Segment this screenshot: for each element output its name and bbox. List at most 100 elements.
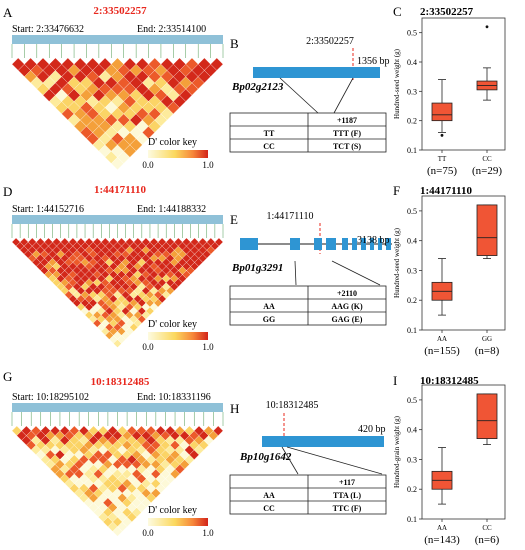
ld-snp-label: 2:33502257 xyxy=(93,5,147,17)
table-cell: AA xyxy=(263,302,275,311)
box-body xyxy=(476,204,498,256)
gene-exon xyxy=(352,238,357,250)
boxplot-i: I 10:18312485 Hundred-grain weight (g) 0.1 0… xyxy=(393,373,506,546)
table-cell: CC xyxy=(263,142,275,151)
color-key-max: 1.0 xyxy=(202,160,214,170)
panel-letter-a: A xyxy=(3,5,13,20)
ld-start-label: Start: 1:44152716 xyxy=(12,204,84,215)
table-cell: AAG (K) xyxy=(331,302,363,311)
ld-snp-label: 10:18312485 xyxy=(91,376,150,388)
gene-exons xyxy=(240,238,392,250)
ld-heatmap xyxy=(11,412,224,537)
ld-cell xyxy=(214,237,224,247)
group-count: (n=143) xyxy=(424,534,460,546)
gene-callout-left xyxy=(281,446,299,475)
table-cell: GAG (E) xyxy=(332,315,363,324)
gene-callout-right xyxy=(331,260,381,286)
ld-heatmap xyxy=(11,44,224,170)
boxplot-f: F 1:44171110 Hundred-seed weight (g) 0.1 0.2… xyxy=(393,183,506,357)
ld-snp-label: 1:44171110 xyxy=(94,184,146,196)
ld-cell xyxy=(210,57,224,71)
x-tick-label: GG xyxy=(482,335,492,343)
color-key-title: D' color key xyxy=(148,137,197,148)
y-axis-label: Hundred-seed weight (g) xyxy=(393,48,401,119)
gene-snp-label: 10:18312485 xyxy=(266,400,319,411)
ld-panel-a: A 2:33502257 Start: 2:33476632 End: 2:33… xyxy=(3,5,224,170)
table-cell: CC xyxy=(263,504,275,513)
y-tick-label: 0.1 xyxy=(407,146,417,155)
gene-panel-h: H 10:18312485 420 bp Bp10g1642 +117 AA TTA… xyxy=(229,400,387,515)
gene-exon xyxy=(290,238,300,250)
box-body xyxy=(431,102,453,122)
table-cell: GG xyxy=(263,315,275,324)
y-tick-label: 0.4 xyxy=(407,237,417,246)
y-tick-label: 0.2 xyxy=(407,296,417,305)
gene-callout-left xyxy=(294,260,297,286)
ld-marker-bar xyxy=(12,35,223,44)
gene-length: 3138 bp xyxy=(357,235,390,246)
table-cell: +2110 xyxy=(337,289,357,298)
y-tick-label: 0.5 xyxy=(407,396,417,405)
y-tick-label: 0.5 xyxy=(407,29,417,38)
ld-panel-g: G 10:18312485 Start: 10:18295102 End: 10… xyxy=(3,369,224,538)
gene-exon xyxy=(361,238,366,250)
x-tick-label: TT xyxy=(438,155,447,163)
codon-table: +2110 AA AAG (K) GG GAG (E) xyxy=(229,285,387,326)
gene-exon xyxy=(370,238,374,250)
color-key-max: 1.0 xyxy=(202,342,214,352)
gene-name: Bp10g1642 xyxy=(239,451,292,463)
boxplot-title: 10:18312485 xyxy=(420,375,479,387)
color-key-title: D' color key xyxy=(148,319,197,330)
table-cell: +1187 xyxy=(337,116,357,125)
y-tick-label: 0.1 xyxy=(407,515,417,524)
codon-table: +117 AA TTA (L) CC TTC (F) xyxy=(229,474,387,515)
y-axis-label: Hundred-grain weight (g) xyxy=(393,415,401,488)
ld-start-label: Start: 10:18295102 xyxy=(12,392,89,403)
panel-letter-g: G xyxy=(3,369,12,384)
plot-frame xyxy=(421,384,506,520)
row-3: G 10:18312485 Start: 10:18295102 End: 10… xyxy=(3,369,506,546)
table-cell: TCT (S) xyxy=(333,142,361,151)
panel-letter-h: H xyxy=(230,401,239,416)
gene-exon xyxy=(378,238,382,250)
panel-letter: C xyxy=(393,4,402,19)
group-count: (n=8) xyxy=(475,345,500,357)
outlier-point xyxy=(485,25,489,29)
ld-heatmap xyxy=(11,224,224,348)
color-key-min: 0.0 xyxy=(142,160,154,170)
boxplot-title: 1:44171110 xyxy=(420,185,472,197)
x-tick-label: AA xyxy=(437,524,447,532)
table-cell: AA xyxy=(263,491,275,500)
gene-callout-right xyxy=(286,446,383,475)
color-key-bar xyxy=(148,150,208,158)
gene-body xyxy=(253,67,380,78)
ld-panel-d: D 1:44171110 Start: 1:44152716 End: 1:44… xyxy=(3,184,224,352)
ld-start-label: Start: 2:33476632 xyxy=(12,24,84,35)
panel-letter: I xyxy=(393,373,397,388)
outlier-point xyxy=(440,133,444,137)
y-tick-label: 0.3 xyxy=(407,266,417,275)
y-tick-label: 0.4 xyxy=(407,426,417,435)
x-tick-label: CC xyxy=(482,155,492,163)
panel-letter-e: E xyxy=(230,212,238,227)
color-key-min: 0.0 xyxy=(142,528,154,538)
color-key-min: 0.0 xyxy=(142,342,154,352)
gene-name: Bp01g3291 xyxy=(231,262,283,274)
y-tick-label: 0.3 xyxy=(407,455,417,464)
boxplot-c: C 2:33502257 Hundred-seed weight (g) 0.1 0.2… xyxy=(393,4,506,177)
gene-snp-label: 1:44171110 xyxy=(266,211,313,222)
gene-exon xyxy=(326,238,336,250)
gene-panel-e: E 1:44171110 3138 bp Bp01g3291 +2110 AA AA… xyxy=(229,211,392,326)
group-count: (n=155) xyxy=(424,345,460,357)
gene-exon xyxy=(386,238,391,250)
gene-exon xyxy=(240,238,258,250)
group-count: (n=6) xyxy=(475,534,500,546)
gene-exon xyxy=(342,238,348,250)
x-tick-label: AA xyxy=(437,335,447,343)
color-key-title: D' color key xyxy=(148,505,197,516)
ld-end-label: End: 1:44188332 xyxy=(137,204,206,215)
color-key-bar xyxy=(148,518,208,526)
table-cell: +117 xyxy=(339,478,355,487)
boxplot-title: 2:33502257 xyxy=(420,6,474,18)
